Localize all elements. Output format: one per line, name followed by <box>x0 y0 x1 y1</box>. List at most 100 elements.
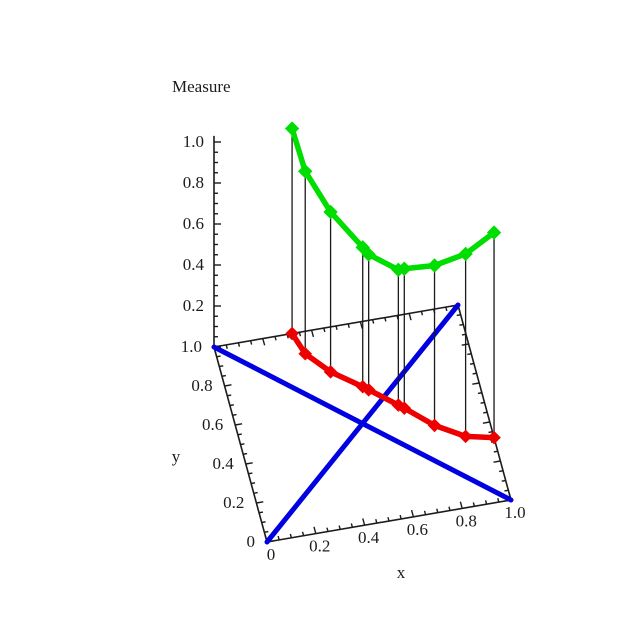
top-edge-tick <box>298 332 302 337</box>
z-axis-tick-label: 1.0 <box>183 132 204 151</box>
measure-curve-marker <box>323 204 338 220</box>
x-axis-tick-label: 0 <box>267 545 276 564</box>
y-axis-tick <box>235 423 243 426</box>
y-axis-title: y <box>172 447 181 466</box>
right-edge-tick <box>456 314 461 317</box>
y-axis-tick <box>245 462 253 465</box>
top-edge-tick <box>371 319 375 324</box>
z-axis-tick-label: 0.6 <box>183 214 204 233</box>
plane-curve-marker <box>487 430 501 445</box>
plane-curve-marker <box>298 346 313 361</box>
x-axis-tick-label: 0.8 <box>456 511 477 530</box>
plane-curve-marker <box>427 418 442 433</box>
y-axis-tick <box>264 530 269 533</box>
z-axis-tick-label: 0.4 <box>183 255 205 274</box>
plane-curve-marker <box>397 401 412 415</box>
measure-curve-marker <box>298 164 313 179</box>
right-edge-tick <box>501 479 506 482</box>
y-axis-tick <box>240 443 245 446</box>
measure-curve-marker <box>486 225 502 240</box>
measure-curve-marker <box>458 246 473 262</box>
x-axis-tick <box>387 516 390 522</box>
right-edge-tick <box>493 450 498 453</box>
z-axis-tick-label: 0.8 <box>183 173 204 192</box>
top-edge-tick <box>445 306 448 312</box>
x-axis-tick-label: 0.6 <box>407 520 428 539</box>
measure-curve-marker <box>427 258 442 273</box>
x-axis-tick <box>375 519 378 524</box>
x-axis-tick <box>497 498 500 503</box>
x-axis-tick <box>338 525 341 530</box>
x-axis-tick-label: 1.0 <box>504 503 525 522</box>
plane-curve-marker <box>323 365 338 379</box>
right-edge-tick <box>459 323 464 326</box>
top-edge-tick <box>408 313 412 321</box>
y-axis-tick <box>224 384 232 387</box>
x-axis-tick <box>350 523 354 528</box>
y-axis-tick-label: 0 <box>247 532 256 551</box>
y-axis-tick-label: 0.4 <box>213 454 235 473</box>
right-edge-tick <box>469 362 475 365</box>
plane-curve-marker <box>361 382 376 397</box>
right-edge-tick <box>472 382 480 385</box>
top-edge-tick <box>310 330 315 338</box>
x-axis-tick <box>313 526 317 534</box>
y-axis-tick <box>221 374 227 377</box>
x-axis-tick <box>289 533 293 538</box>
x-axis-tick <box>399 514 402 520</box>
top-edge-tick <box>384 317 387 322</box>
y-axis-tick <box>261 521 266 524</box>
y-axis-tick <box>216 355 221 358</box>
x-axis-tick <box>362 518 366 526</box>
x-axis-tick <box>277 535 280 541</box>
top-edge-tick <box>347 323 350 328</box>
y-axis-tick <box>232 413 237 416</box>
right-edge-tick <box>472 372 477 375</box>
right-edge-tick <box>477 392 482 395</box>
x-axis-tick-label: 0.4 <box>358 528 380 547</box>
y-axis-tick <box>250 482 256 485</box>
right-edge-tick <box>488 431 493 434</box>
z-axis-tick-label: 0.2 <box>183 296 204 315</box>
y-axis-tick <box>256 501 264 504</box>
top-edge-tick <box>237 342 241 347</box>
plane-curve-marker <box>458 429 473 444</box>
y-axis-tick-label: 0.8 <box>191 376 212 395</box>
x-axis-tick <box>448 506 451 511</box>
x-axis-tick <box>423 510 427 515</box>
measure-curve-line <box>289 125 497 273</box>
x-axis-tick <box>301 531 305 536</box>
top-edge-tick <box>359 321 363 329</box>
top-edge-tick <box>249 340 253 345</box>
x-axis-title: x <box>397 563 406 582</box>
measure-curve-marker <box>397 261 412 276</box>
right-edge-tick <box>482 421 490 424</box>
plane-curve-marker <box>285 326 299 341</box>
y-axis-tick <box>229 404 234 407</box>
chart-title: Measure <box>172 77 231 96</box>
x-axis-tick <box>484 500 488 505</box>
diagonal-2-line <box>211 344 514 503</box>
x-axis-tick <box>326 527 329 532</box>
plane-curve-line <box>289 330 497 441</box>
y-axis-tick-label: 0.2 <box>223 493 244 512</box>
x-axis-tick <box>410 509 415 517</box>
right-edge-tick <box>493 460 501 463</box>
top-edge-tick <box>420 311 424 316</box>
y-axis-tick <box>248 472 253 475</box>
y-axis-tick <box>237 433 242 436</box>
right-edge-tick <box>467 353 472 356</box>
right-edge-tick <box>480 401 485 404</box>
top-edge-tick <box>225 344 228 349</box>
measure-curve-marker <box>284 121 300 136</box>
top-edge-tick <box>335 325 338 331</box>
top-edge-tick <box>323 327 326 333</box>
measure-curve-marker <box>361 247 376 262</box>
x-axis-tick <box>459 501 463 509</box>
y-axis-tick <box>227 394 232 397</box>
right-edge-tick <box>504 489 509 492</box>
right-edge-tick <box>483 411 488 414</box>
